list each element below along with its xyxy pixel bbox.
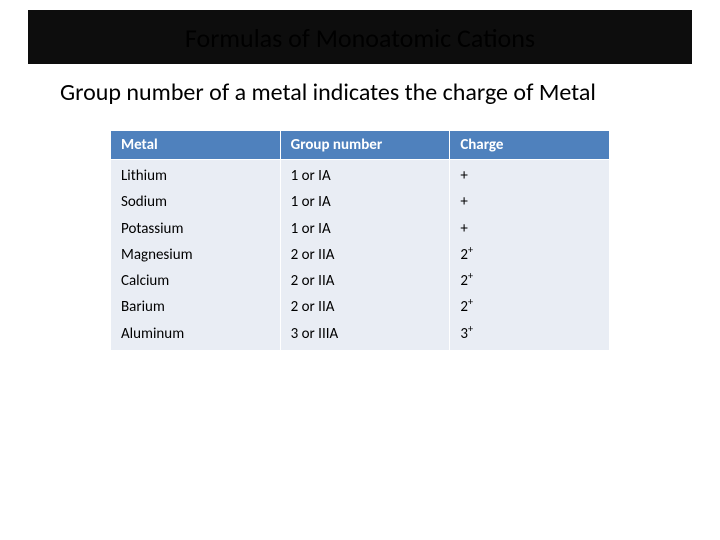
cell-metal: Aluminum: [111, 321, 281, 350]
table: Metal Group number Charge Lithium 1 or I…: [110, 130, 610, 350]
col-header-charge: Charge: [450, 131, 610, 160]
cell-group: 2 or IIA: [280, 242, 450, 268]
slide-title: Formulas of Monoatomic Cations: [0, 22, 720, 54]
cell-group: 1 or IA: [280, 189, 450, 215]
table-row: Aluminum 3 or IIIA 3+: [111, 321, 610, 350]
table-row: Lithium 1 or IA +: [111, 160, 610, 190]
cell-group: 1 or IA: [280, 160, 450, 190]
cell-metal: Calcium: [111, 268, 281, 294]
cell-charge: 2+: [450, 294, 610, 320]
cell-metal: Potassium: [111, 216, 281, 242]
cell-metal: Lithium: [111, 160, 281, 190]
table-header-row: Metal Group number Charge: [111, 131, 610, 160]
cell-group: 2 or IIA: [280, 294, 450, 320]
table-row: Sodium 1 or IA +: [111, 189, 610, 215]
cell-charge: +: [450, 216, 610, 242]
table-row: Barium 2 or IIA 2+: [111, 294, 610, 320]
cell-charge: +: [450, 189, 610, 215]
cell-metal: Sodium: [111, 189, 281, 215]
col-header-metal: Metal: [111, 131, 281, 160]
table-row: Potassium 1 or IA +: [111, 216, 610, 242]
cell-charge: 2+: [450, 242, 610, 268]
cell-group: 1 or IA: [280, 216, 450, 242]
cell-group: 3 or IIIA: [280, 321, 450, 350]
cations-table: Metal Group number Charge Lithium 1 or I…: [110, 130, 610, 350]
cell-metal: Barium: [111, 294, 281, 320]
table-body: Lithium 1 or IA + Sodium 1 or IA + Potas…: [111, 160, 610, 350]
table-row: Calcium 2 or IIA 2+: [111, 268, 610, 294]
cell-group: 2 or IIA: [280, 268, 450, 294]
cell-charge: 3+: [450, 321, 610, 350]
slide: Formulas of Monoatomic Cations Group num…: [0, 0, 720, 540]
cell-charge: 2+: [450, 268, 610, 294]
cell-metal: Magnesium: [111, 242, 281, 268]
cell-charge: +: [450, 160, 610, 190]
col-header-group: Group number: [280, 131, 450, 160]
slide-subtitle: Group number of a metal indicates the ch…: [60, 78, 680, 107]
table-row: Magnesium 2 or IIA 2+: [111, 242, 610, 268]
